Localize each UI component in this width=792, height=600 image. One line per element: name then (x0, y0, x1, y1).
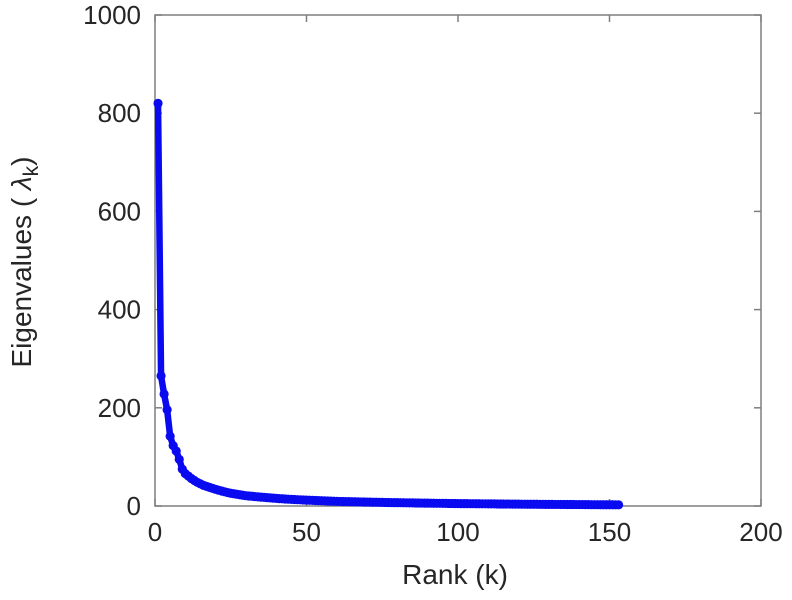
plot-frame-group (154, 14, 762, 507)
y-tick-label: 0 (127, 491, 141, 521)
series-line (154, 100, 622, 509)
plot-frame (154, 14, 762, 507)
x-axis-label: Rank (k) (402, 559, 508, 590)
x-tick-label: 200 (739, 517, 782, 547)
y-axis-label: Eigenvalues ( λk) (6, 156, 43, 367)
series-marker (159, 389, 169, 399)
y-tick-label: 800 (98, 98, 141, 128)
series-marker (156, 371, 166, 381)
x-tick-label: 50 (292, 517, 321, 547)
y-axis-label-subscript: k (20, 165, 43, 176)
y-tick-label: 400 (98, 295, 141, 325)
axis-ticks-group (154, 14, 762, 507)
tick-labels-group: 0 50 100 150 200 0 200 400 600 800 1000 (83, 0, 783, 547)
x-tick-label: 100 (436, 517, 479, 547)
series-marker (174, 454, 184, 464)
x-tick-label: 150 (588, 517, 631, 547)
y-axis-label-suffix: ) (6, 156, 37, 165)
y-tick-label: 600 (98, 196, 141, 226)
eigenvalue-series (153, 98, 624, 510)
x-tick-label: 0 (148, 517, 162, 547)
series-marker (165, 431, 175, 441)
series-marker (171, 446, 181, 456)
series-marker (153, 98, 163, 108)
series-marker (162, 405, 172, 415)
y-tick-label: 1000 (83, 0, 141, 30)
series-marker (613, 500, 624, 510)
lambda-symbol: λ (6, 176, 37, 192)
y-axis-label-prefix: Eigenvalues ( (6, 190, 37, 367)
y-tick-label: 200 (98, 393, 141, 423)
